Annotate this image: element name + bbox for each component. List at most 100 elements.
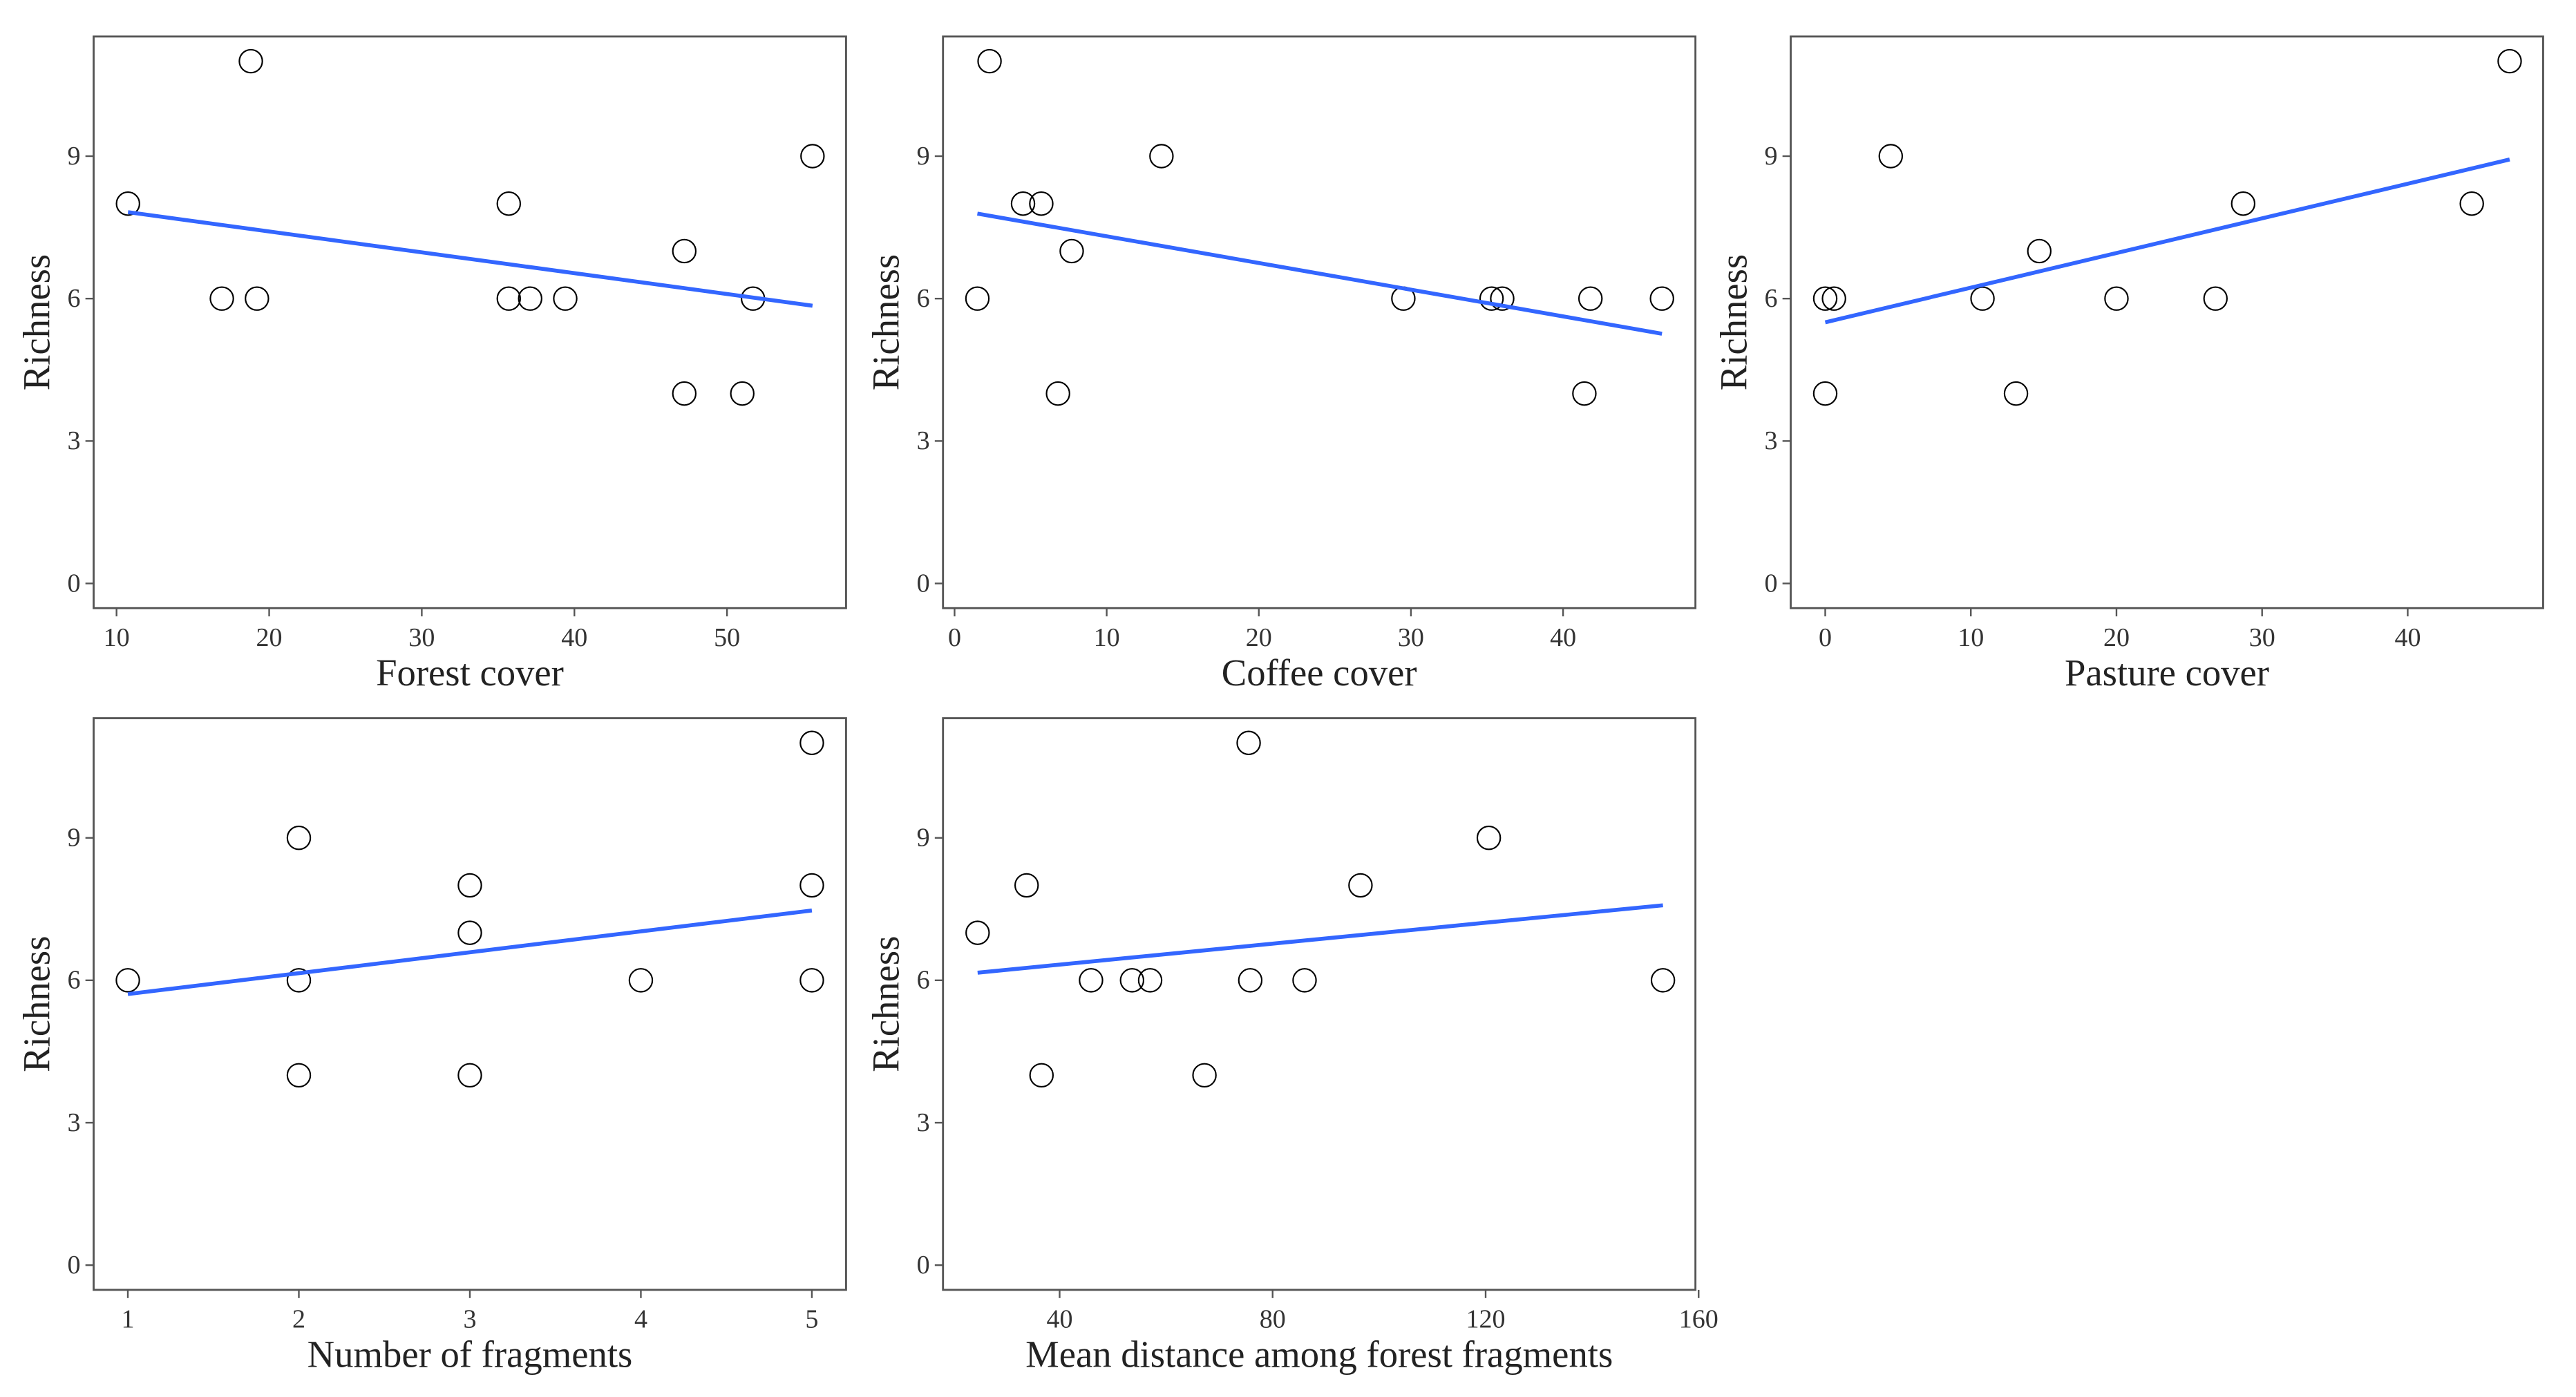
point xyxy=(1812,381,1838,406)
y-tick-label: 0 xyxy=(67,569,80,598)
point xyxy=(245,286,269,311)
plot-frame xyxy=(942,717,1697,1291)
point xyxy=(457,920,482,945)
point xyxy=(965,920,990,945)
x-tick-label: 4 xyxy=(634,1305,647,1334)
point xyxy=(1238,968,1263,993)
point xyxy=(1079,968,1104,993)
point xyxy=(1045,381,1070,406)
point xyxy=(1149,144,1174,169)
point xyxy=(2231,191,2256,216)
point xyxy=(115,191,140,216)
point xyxy=(2027,238,2052,264)
y-tick-label: 9 xyxy=(67,142,80,171)
point xyxy=(496,191,522,216)
x-tick-label: 0 xyxy=(948,623,961,652)
point xyxy=(457,1063,482,1088)
point xyxy=(799,873,824,898)
point xyxy=(977,48,1002,74)
point xyxy=(286,825,312,850)
y-tick-label: 6 xyxy=(67,284,80,313)
y-tick-label: 9 xyxy=(67,824,80,853)
point xyxy=(1970,286,1995,311)
x-tick-label: 160 xyxy=(1679,1305,1718,1334)
x-axis-title: Pasture cover xyxy=(2065,652,2269,694)
point xyxy=(2203,286,2228,311)
point xyxy=(286,968,312,993)
point xyxy=(1059,238,1084,264)
x-tick-label: 10 xyxy=(104,623,130,652)
y-tick-label: 0 xyxy=(917,569,930,598)
x-tick-label: 50 xyxy=(714,623,740,652)
point xyxy=(1479,286,1504,311)
plot-frame xyxy=(942,35,1697,609)
y-tick-label: 0 xyxy=(67,1251,80,1280)
point xyxy=(115,968,140,993)
plot-frame xyxy=(93,35,847,609)
point xyxy=(965,286,990,311)
point xyxy=(457,873,482,898)
y-tick-label: 3 xyxy=(917,426,930,455)
x-axis-title: Mean distance among forest fragments xyxy=(1025,1333,1613,1376)
point xyxy=(518,286,542,311)
trend-line xyxy=(977,903,1663,975)
y-tick-label: 0 xyxy=(1764,569,1777,598)
y-tick-label: 6 xyxy=(917,966,930,995)
point xyxy=(800,144,825,169)
y-axis-title: Richness xyxy=(15,254,57,390)
point xyxy=(799,730,824,755)
point xyxy=(1650,968,1676,993)
y-axis-title: Richness xyxy=(15,936,57,1072)
point xyxy=(1137,968,1163,993)
point xyxy=(238,48,263,74)
point xyxy=(1578,286,1603,311)
point xyxy=(799,968,824,993)
x-tick-label: 30 xyxy=(408,623,435,652)
y-tick-label: 3 xyxy=(67,426,80,455)
x-tick-label: 10 xyxy=(1094,623,1120,652)
y-tick-label: 3 xyxy=(67,1108,80,1137)
point xyxy=(1812,286,1838,311)
x-tick-label: 20 xyxy=(1246,623,1272,652)
point xyxy=(1292,968,1317,993)
x-tick-label: 5 xyxy=(805,1305,818,1334)
y-tick-label: 9 xyxy=(1764,142,1777,171)
point xyxy=(209,286,234,311)
y-tick-label: 9 xyxy=(917,824,930,853)
point xyxy=(1572,381,1597,406)
point xyxy=(2003,381,2029,406)
point xyxy=(730,381,755,406)
trend-line xyxy=(1824,158,2510,325)
x-tick-label: 40 xyxy=(561,623,587,652)
plot-frame xyxy=(1790,35,2544,609)
point xyxy=(1029,1063,1054,1088)
x-tick-label: 2 xyxy=(292,1305,305,1334)
point xyxy=(1014,873,1039,898)
y-tick-label: 9 xyxy=(917,142,930,171)
y-tick-label: 6 xyxy=(67,966,80,995)
x-axis-title: Coffee cover xyxy=(1222,652,1417,694)
point xyxy=(286,1063,312,1088)
panel: 0 3 6 9 10 20 30 40 50 Forest cover Richness xyxy=(15,35,847,694)
x-axis-title: Number of fragments xyxy=(307,1333,633,1376)
y-axis-title: Richness xyxy=(1712,254,1754,390)
x-tick-label: 30 xyxy=(2249,623,2275,652)
y-tick-label: 6 xyxy=(917,284,930,313)
point xyxy=(2497,48,2522,74)
x-tick-label: 10 xyxy=(1958,623,1984,652)
x-tick-label: 20 xyxy=(2103,623,2130,652)
x-tick-label: 40 xyxy=(1550,623,1576,652)
point xyxy=(1192,1063,1217,1088)
x-tick-label: 40 xyxy=(2394,623,2421,652)
x-tick-label: 120 xyxy=(1466,1305,1505,1334)
point xyxy=(496,286,522,311)
y-tick-label: 6 xyxy=(1764,284,1777,313)
y-tick-label: 3 xyxy=(1764,426,1777,455)
x-tick-label: 30 xyxy=(1398,623,1424,652)
x-axis-title: Forest cover xyxy=(376,652,564,694)
trend-line xyxy=(127,210,813,308)
point xyxy=(1821,286,1846,311)
trend-line xyxy=(976,211,1663,336)
